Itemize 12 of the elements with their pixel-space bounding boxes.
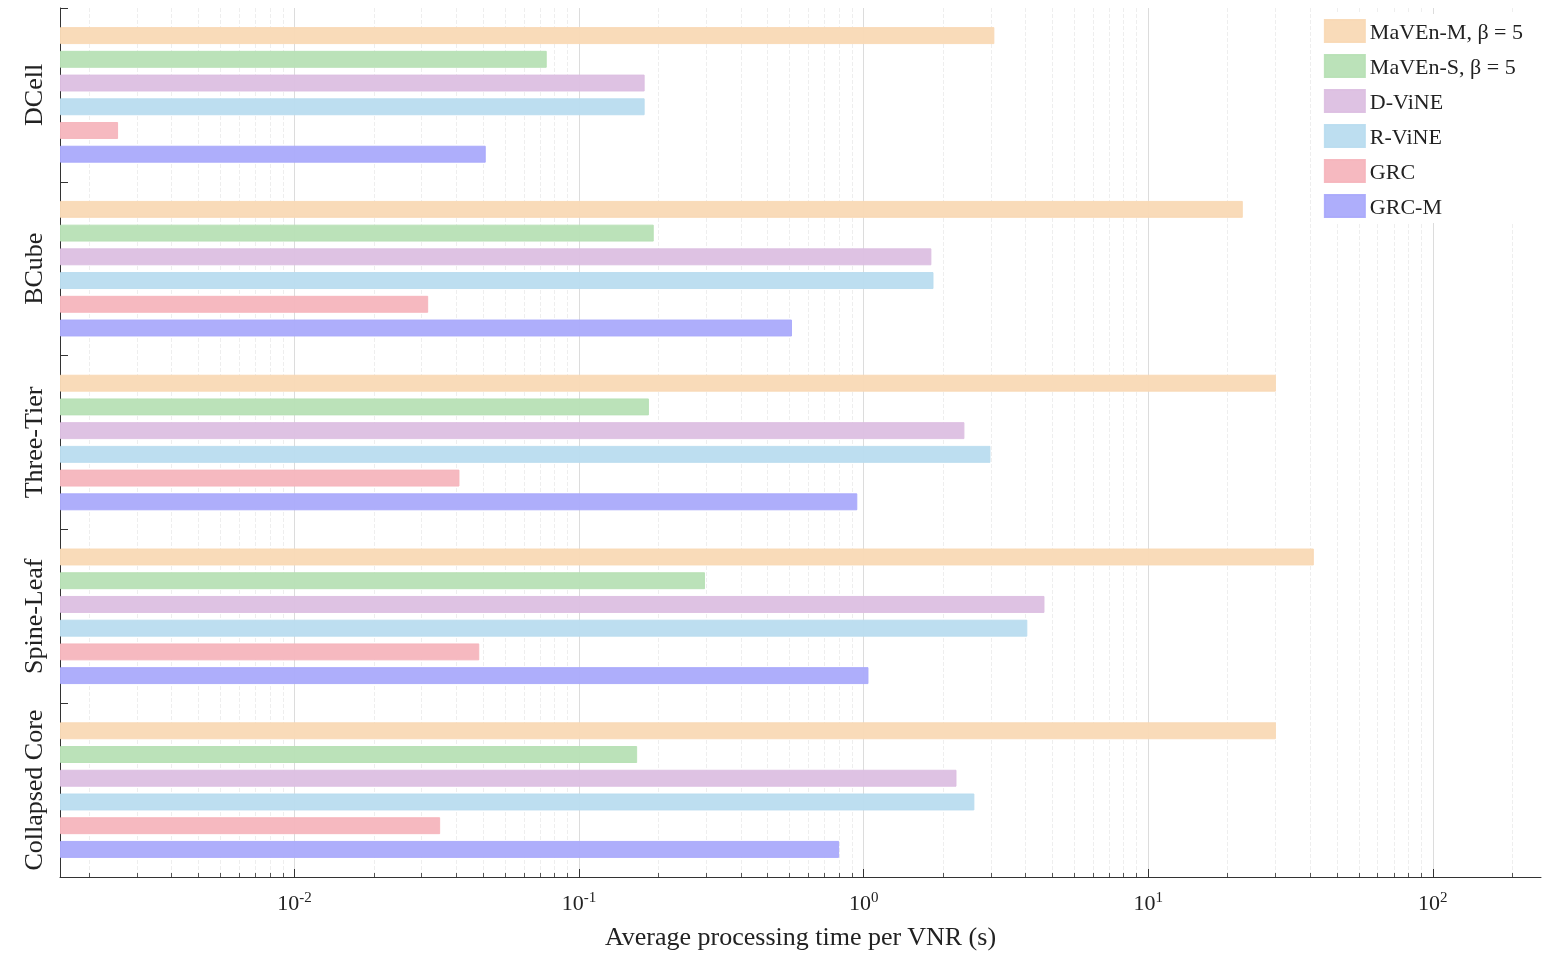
legend-label: GRC <box>1369 158 1416 184</box>
y-tick-label: Spine-Leaf <box>18 558 48 675</box>
legend-label: GRC-M <box>1369 193 1442 219</box>
legend-label: MaVEn-S, β = 5 <box>1369 53 1516 79</box>
legend-label: D-ViNE <box>1369 88 1444 114</box>
y-tick-label: DCell <box>18 63 48 126</box>
x-axis-title: Average processing time per VNR (s) <box>604 921 997 951</box>
y-tick-label: BCube <box>18 232 48 305</box>
legend-label: R-ViNE <box>1369 123 1442 149</box>
y-tick-label: Collapsed Core <box>18 709 48 871</box>
y-tick-label: Three-Tier <box>18 386 48 499</box>
legend-label: MaVEn-M, β = 5 <box>1369 18 1523 44</box>
